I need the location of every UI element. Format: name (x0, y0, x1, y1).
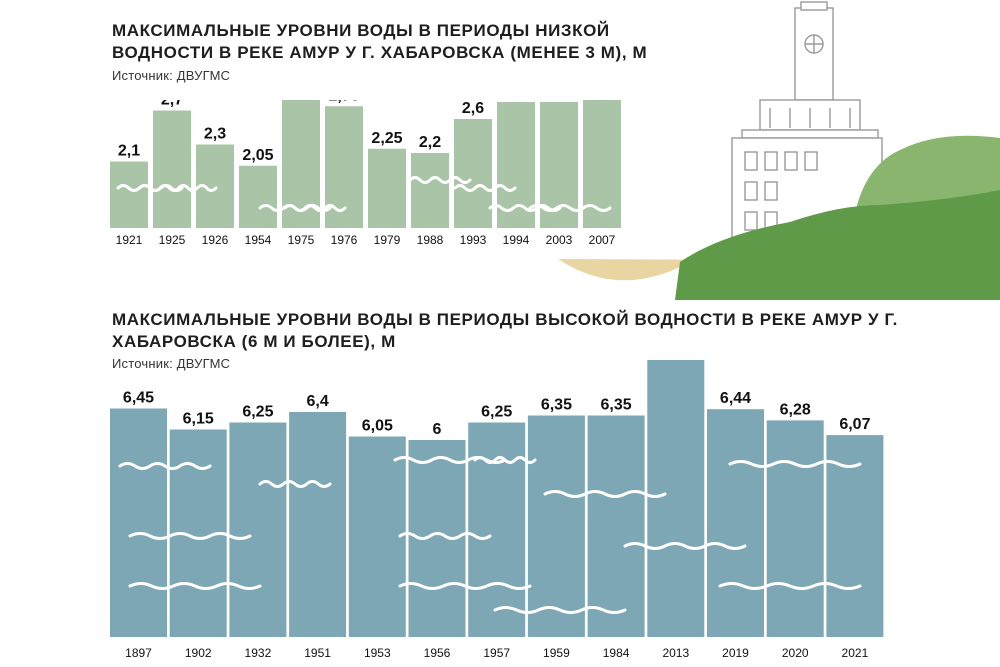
value-label-2020: 6,28 (780, 401, 811, 418)
wave-decoration (118, 462, 212, 470)
bar-1897 (110, 408, 167, 637)
wave-decoration (528, 204, 612, 212)
wave-decoration (453, 184, 517, 192)
tick-label-1921: 1921 (116, 233, 143, 247)
high-water-chart: 6,45 1897 6,15 1902 6,25 1932 6,4 1951 6,05 1953 6… (110, 360, 884, 660)
value-label-1951: 6,4 (306, 393, 328, 410)
wave-decoration (543, 490, 667, 498)
value-label-2021: 6,07 (839, 416, 870, 433)
value-label-1959: 6,35 (541, 397, 572, 414)
wave-decoration (128, 582, 262, 590)
value-label-1926: 2,3 (204, 126, 226, 143)
tick-label-1979: 1979 (374, 233, 401, 247)
value-label-1979: 2,25 (371, 130, 402, 147)
bar-1932 (229, 422, 287, 637)
riverbank-illustration (558, 1, 1000, 300)
wave-decoration (283, 204, 347, 212)
bar-1954 (239, 165, 277, 228)
bar-1953 (348, 436, 406, 637)
bar-1959 (527, 415, 585, 637)
tick-label-2019: 2019 (722, 646, 749, 660)
low-chart-source: Источник: ДВУГМС (112, 68, 231, 83)
value-label-1957: 6,25 (481, 404, 512, 421)
bar-2013 (647, 360, 705, 637)
wave-decoration (258, 480, 332, 488)
tick-label-1926: 1926 (202, 233, 229, 247)
tick-label-1951: 1951 (304, 646, 331, 660)
tick-label-1976: 1976 (331, 233, 358, 247)
value-label-1902: 6,15 (183, 411, 214, 428)
high-chart-title: МАКСИМАЛЬНЫЕ УРОВНИ ВОДЫ В ПЕРИОДЫ ВЫСОК… (112, 310, 898, 351)
value-label-1921: 2,1 (118, 143, 140, 160)
tick-label-1902: 1902 (185, 646, 212, 660)
value-label-1953: 6,05 (362, 418, 393, 435)
bar-1957 (468, 422, 526, 637)
tick-label-1953: 1953 (364, 646, 391, 660)
low-water-chart: 2,119212,719252,319262,0519542,9519752,7… (110, 100, 621, 247)
wave-decoration (158, 184, 218, 192)
tick-label-1932: 1932 (245, 646, 272, 660)
tick-label-1954: 1954 (245, 233, 272, 247)
tick-label-1959: 1959 (543, 646, 570, 660)
value-label-1993: 2,6 (462, 100, 484, 117)
tick-label-1984: 1984 (603, 646, 630, 660)
value-label-1932: 6,25 (242, 404, 273, 421)
bar-2021 (826, 435, 884, 637)
bar-2019 (707, 409, 764, 637)
bar-1921 (110, 161, 148, 228)
wave-decoration (718, 582, 862, 590)
tick-label-1993: 1993 (460, 233, 487, 247)
tick-label-1988: 1988 (417, 233, 444, 247)
value-label-1984: 6,35 (601, 397, 632, 414)
bar-1984 (587, 415, 645, 637)
value-label-2019: 6,44 (720, 390, 751, 407)
hill-dark (675, 190, 1000, 300)
value-label-1976: 2,75 (328, 100, 359, 104)
value-label-1897: 6,45 (123, 390, 154, 407)
tick-label-1925: 1925 (159, 233, 186, 247)
tick-label-2007: 2007 (589, 233, 616, 247)
tick-label-1956: 1956 (424, 646, 451, 660)
tick-label-2013: 2013 (662, 646, 689, 660)
bar-1988 (411, 153, 449, 228)
wave-decoration (408, 176, 472, 184)
tick-label-1897: 1897 (125, 646, 152, 660)
tick-label-1957: 1957 (483, 646, 510, 660)
wave-decoration (128, 532, 252, 540)
tick-label-2020: 2020 (782, 646, 809, 660)
bar-2007 (583, 100, 621, 228)
bar-1993 (454, 119, 492, 228)
wave-decoration (488, 204, 562, 212)
value-label-1954: 2,05 (242, 147, 273, 164)
value-label-1925: 2,7 (161, 100, 183, 109)
tick-label-1975: 1975 (288, 233, 315, 247)
bar-1979 (368, 148, 406, 228)
tick-label-1994: 1994 (503, 233, 530, 247)
bar-1951 (289, 412, 347, 637)
wave-decoration (398, 582, 532, 590)
wave-decoration (623, 542, 747, 550)
value-label-1956: 6 (433, 421, 442, 438)
bar-2020 (766, 420, 824, 637)
wave-decoration (493, 606, 627, 614)
wave-decoration (728, 460, 862, 468)
high-chart-source: Источник: ДВУГМС (112, 356, 231, 371)
bar-1925 (153, 110, 191, 228)
low-chart-title: МАКСИМАЛЬНЫЕ УРОВНИ ВОДЫ В ПЕРИОДЫ НИЗКО… (112, 21, 648, 62)
tick-label-2021: 2021 (842, 646, 869, 660)
wave-decoration (473, 456, 537, 464)
value-label-1988: 2,2 (419, 134, 441, 151)
tick-label-2003: 2003 (546, 233, 573, 247)
wave-decoration (398, 532, 492, 540)
